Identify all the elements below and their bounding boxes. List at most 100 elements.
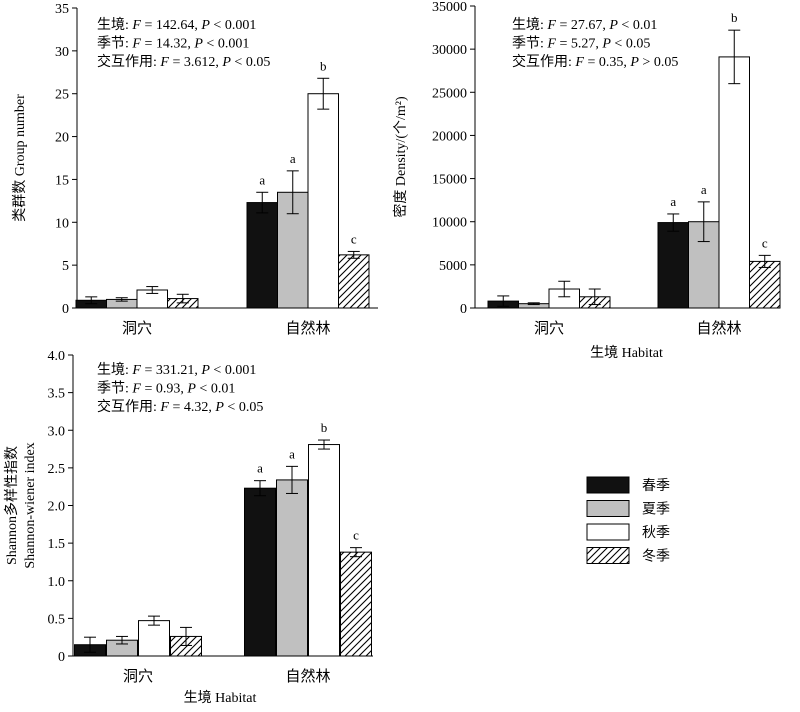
- stat-eq: =: [169, 400, 184, 415]
- bar-autumn: [138, 620, 170, 657]
- category-label: 自然林: [696, 320, 741, 337]
- stat-f-value: 331.21: [156, 363, 195, 378]
- stat-comma: ,: [623, 55, 630, 70]
- stat-colon: :: [153, 55, 160, 70]
- stat-annotation: 生境: F = 142.64, P < 0.001: [97, 17, 256, 33]
- stat-p-value: < 0.05: [234, 55, 270, 70]
- y-axis-label-secondary: Shannon-wiener index: [23, 442, 38, 568]
- y-tick-label: 5: [62, 259, 69, 274]
- stat-annotation: 季节: F = 0.93, P < 0.01: [97, 381, 235, 397]
- stat-eq: =: [556, 37, 571, 52]
- legend-swatch: [586, 547, 630, 564]
- stat-f-symbol: F: [131, 363, 141, 378]
- stat-p-value: < 0.001: [213, 18, 256, 33]
- stat-eq: =: [141, 18, 156, 33]
- legend-label: 春季: [642, 478, 670, 494]
- stat-comma: ,: [208, 400, 215, 415]
- bar-winter: [749, 260, 781, 309]
- bar-spring: [246, 202, 278, 309]
- y-tick-label: 10: [55, 216, 69, 231]
- stat-f-value: 142.64: [156, 18, 195, 33]
- stat-label: 季节: [97, 381, 125, 397]
- stat-label: 交互作用: [97, 398, 153, 415]
- y-tick-label: 15000: [432, 173, 467, 188]
- stat-p-value: < 0.01: [199, 382, 235, 397]
- stat-f-value: 14.32: [156, 37, 188, 52]
- significance-letter: c: [762, 235, 768, 250]
- y-tick-label: 25: [55, 88, 69, 103]
- y-tick-label: 4.0: [48, 349, 66, 364]
- stat-comma: ,: [180, 382, 187, 397]
- category-label: 自然林: [285, 320, 330, 337]
- stat-f-symbol: F: [131, 382, 141, 397]
- stat-p-symbol: P: [193, 37, 203, 52]
- stat-f-symbol: F: [546, 37, 556, 52]
- bar-summer: [276, 479, 308, 657]
- legend-label: 秋季: [642, 525, 670, 541]
- stat-p-symbol: P: [608, 18, 618, 33]
- stat-annotation: 季节: F = 5.27, P < 0.05: [512, 36, 650, 52]
- significance-letter: a: [670, 194, 676, 209]
- stat-comma: ,: [215, 55, 222, 70]
- chart-panel-1: 0 5 10 15 20 25 30 35 洞穴 自然林 类群数 Group number a a b c 生…: [12, 2, 378, 337]
- legend-swatch: [586, 500, 630, 517]
- stat-f-value: 5.27: [571, 37, 596, 52]
- stat-eq: =: [556, 18, 571, 33]
- y-tick-label: 0.5: [48, 612, 66, 627]
- significance-letter: a: [289, 446, 295, 461]
- y-tick-label: 2.5: [48, 462, 66, 477]
- stat-p-value: < 0.05: [614, 37, 650, 52]
- stat-label: 季节: [97, 36, 125, 52]
- stat-comma: ,: [602, 18, 609, 33]
- stat-p-symbol: P: [186, 382, 196, 397]
- stat-label: 生境: [97, 17, 125, 33]
- stat-comma: ,: [194, 18, 201, 33]
- y-tick-label: 3.0: [48, 424, 66, 439]
- y-tick-label: 1.5: [48, 537, 66, 552]
- stat-p-symbol: P: [200, 363, 210, 378]
- stat-p-value: < 0.01: [621, 18, 657, 33]
- stat-colon: :: [540, 18, 547, 33]
- stat-f-value: 3.612: [184, 55, 216, 70]
- significance-letter: a: [701, 182, 707, 197]
- y-tick-label: 0: [62, 302, 69, 317]
- y-tick-label: 3.5: [48, 387, 66, 402]
- stat-f-symbol: F: [159, 55, 169, 70]
- x-axis-label: 生境 Habitat: [590, 345, 663, 361]
- stat-f-value: 0.93: [156, 382, 181, 397]
- bar-winter: [340, 551, 372, 657]
- significance-letter: a: [257, 461, 263, 476]
- y-tick-label: 15: [55, 173, 69, 188]
- y-tick-label: 0: [460, 302, 467, 317]
- stat-eq: =: [141, 37, 156, 52]
- stat-annotation: 交互作用: F = 4.32, P < 0.05: [97, 398, 263, 415]
- y-tick-label: 0: [58, 650, 65, 665]
- stat-annotation: 生境: F = 27.67, P < 0.01: [512, 17, 657, 33]
- stat-f-symbol: F: [131, 37, 141, 52]
- significance-letter: b: [321, 420, 328, 435]
- y-axis-label: 密度 Density/(个/m²): [392, 96, 409, 218]
- stat-colon: :: [125, 382, 132, 397]
- bar-winter: [338, 254, 370, 309]
- y-tick-label: 20: [55, 131, 69, 146]
- y-tick-label: 1.0: [48, 575, 66, 590]
- bar-autumn: [718, 56, 750, 309]
- stat-colon: :: [125, 18, 132, 33]
- stat-p-value: < 0.001: [206, 37, 249, 52]
- y-tick-label: 35: [55, 2, 69, 17]
- significance-letter: c: [351, 231, 357, 246]
- significance-letter: a: [259, 172, 265, 187]
- y-tick-label: 25000: [432, 86, 467, 101]
- category-label: 洞穴: [122, 320, 152, 337]
- stat-eq: =: [141, 363, 156, 378]
- stat-label: 季节: [512, 36, 540, 52]
- stat-p-value: < 0.001: [213, 363, 256, 378]
- chart-panel-2: 0 5000 10000 15000 20000 25000 30000 35000 洞穴 自然林…: [392, 0, 781, 361]
- stat-annotation: 交互作用: F = 3.612, P < 0.05: [97, 53, 270, 70]
- stat-f-value: 27.67: [571, 18, 603, 33]
- stat-f-value: 4.32: [184, 400, 209, 415]
- y-tick-label: 20000: [432, 129, 467, 144]
- stat-label: 生境: [97, 362, 125, 378]
- stat-annotation: 生境: F = 331.21, P < 0.001: [97, 362, 256, 378]
